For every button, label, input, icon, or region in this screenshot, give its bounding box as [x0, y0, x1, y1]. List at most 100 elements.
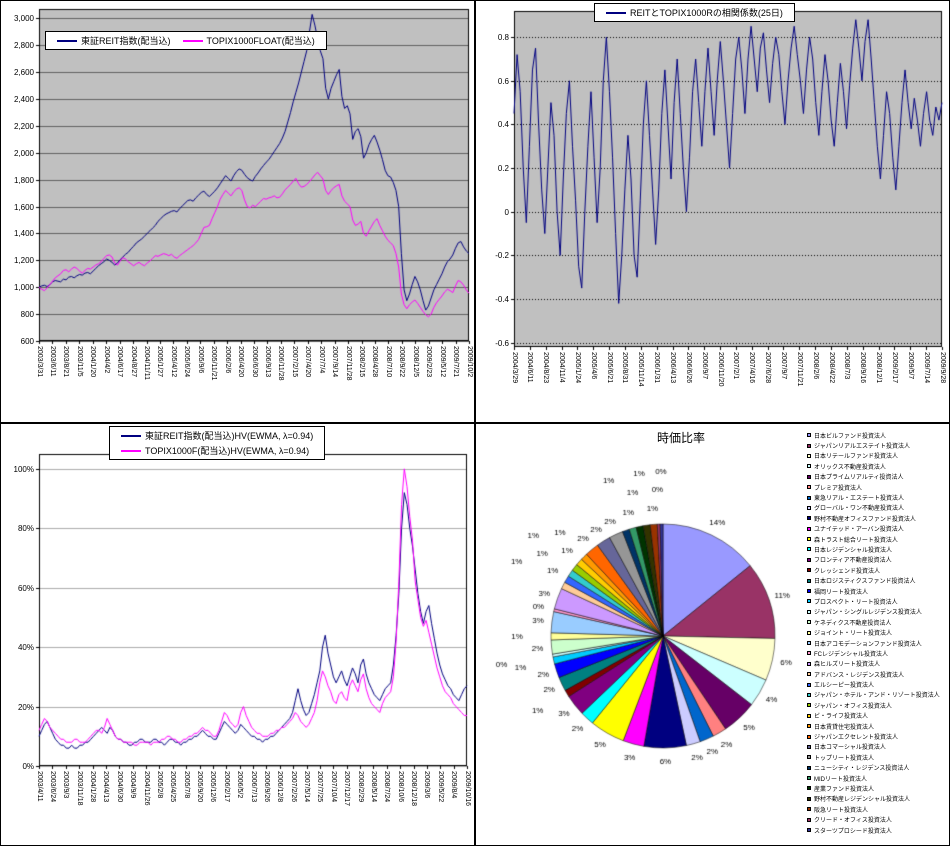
y-tick-label: 2,400 — [13, 94, 34, 104]
x-tick-label: 2005/11/21 — [210, 346, 218, 381]
x-tick-label: 2009/7/14 — [922, 352, 930, 384]
x-tick-label: 2005/6/21 — [605, 352, 613, 384]
pie-legend-item: ジョイント・リート投資法人 — [807, 627, 947, 637]
pie-legend: 日本ビルファンド投資法人 ジャパンリアルエステイト投資法人 日本リテールファンド投資… — [807, 430, 947, 835]
x-tick-label: 2009/5/22 — [436, 771, 444, 803]
x-tick-label: 2008/7/3 — [843, 352, 851, 380]
x-tick-label: 2004/6/17 — [116, 346, 124, 378]
x-tick-label: 2007/2/1 — [732, 352, 740, 380]
legend-label: 阪急リート投資法人 — [814, 807, 869, 814]
pie-legend-item: 野村不動産オフィスファンド投資法人 — [807, 513, 947, 523]
x-tick-label: 2007/12/17 — [343, 771, 351, 807]
pie-legend-item: エルシーピー投資法人 — [807, 679, 947, 689]
pie-legend-item: ニューシティ・レジデンス投資法人 — [807, 763, 947, 773]
y-tick-label: 2,600 — [13, 67, 34, 77]
pie-legend-item: 日本コマーシャル投資法人 — [807, 742, 947, 752]
pie-legend-item: 日本ビルファンド投資法人 — [807, 430, 947, 440]
y-tick-label: 800 — [20, 309, 34, 319]
pie-legend-item: ビ・ライフ投資法人 — [807, 711, 947, 721]
x-tick-label: 2008/2/29 — [356, 771, 364, 803]
y-tick-label: 80% — [17, 523, 34, 533]
y-tick-label: 2,200 — [13, 121, 34, 131]
legend-label: ケネディクス不動産投資法人 — [814, 620, 892, 627]
x-tick-label: 2009/8/4 — [450, 771, 458, 799]
x-tick-label: 2003/6/24 — [48, 771, 56, 803]
x-tick-label: 2005/9/6 — [196, 346, 204, 374]
x-tick-label: 2003/11/5 — [75, 346, 83, 377]
pie-legend-item: ジャパン・オフィス投資法人 — [807, 700, 947, 710]
legend-label: 日本ビルファンド投資法人 — [814, 433, 887, 440]
legend-label: REITとTOPIX1000Rの相関係数(25日) — [630, 8, 783, 18]
legend-swatch-icon — [807, 464, 811, 469]
x-tick-label: 2007/10/4 — [329, 771, 337, 803]
x-tick-label: 2005/8/31 — [621, 352, 629, 384]
x-tick-label: 2004/4/13 — [102, 771, 110, 803]
legend-label: 東証REIT指数(配当込)HV(EWMA, λ=0.94) — [145, 431, 314, 441]
legend-label: 福岡リート投資法人 — [814, 589, 869, 596]
legend-swatch-icon — [807, 796, 811, 801]
x-tick-label: 2003/9/3 — [62, 771, 70, 799]
x-tick-label: 2007/9/7 — [779, 352, 787, 380]
y-tick-label: 1,400 — [13, 228, 34, 238]
x-tick-label: 2008/5/14 — [369, 771, 377, 803]
y-tick-label: 1,600 — [13, 202, 34, 212]
x-tick-label: 2007/2/26 — [289, 771, 297, 803]
y-tick-label: 2,800 — [13, 40, 34, 50]
pie-legend-item: トップリート投資法人 — [807, 752, 947, 762]
legend-swatch-icon — [807, 661, 811, 666]
legend-swatch-icon — [807, 703, 811, 708]
legend-label: ジャパンエクセレント投資法人 — [814, 735, 899, 742]
x-tick-label: 2006/5/2 — [236, 771, 244, 799]
legend-swatch-icon — [807, 641, 811, 645]
legend-label: オリックス不動産投資法人 — [814, 464, 886, 471]
legend-swatch-icon — [807, 765, 811, 770]
x-tick-label: 2005/1/27 — [156, 346, 164, 378]
legend-label: プロスペクト・リート投資法人 — [814, 599, 898, 606]
legend-label: ユナイテッド・アーバン投資法人 — [814, 527, 904, 534]
pie-legend-item: MIDリート投資法人 — [807, 773, 947, 783]
x-tick-label: 2004/6/30 — [115, 771, 123, 803]
legend-line-sample — [606, 11, 626, 14]
legend-label: ジョイント・リート投資法人 — [814, 631, 893, 638]
x-tick-label: 2008/4/22 — [827, 352, 835, 384]
legend-swatch-icon — [807, 453, 811, 458]
x-tick-label: 2006/6/26 — [684, 352, 692, 384]
market-cap-pie-canvas — [476, 424, 949, 845]
legend-label: スターツプロシード投資法人 — [814, 828, 892, 835]
x-tick-label: 2004/11/11 — [143, 346, 150, 380]
legend-label: 日本ロジスティクスファンド投資法人 — [814, 579, 916, 586]
legend-swatch-icon — [807, 526, 811, 531]
x-tick-label: 2005/1/24 — [573, 352, 581, 384]
legend-swatch-icon — [807, 599, 811, 604]
y-tick-label: 100% — [13, 464, 34, 474]
legend-label: 野村不動産オフィスファンド投資法人 — [814, 516, 916, 523]
pie-legend-item: ユナイテッド・アーバン投資法人 — [807, 524, 947, 534]
pie-legend-item: 森ヒルズリート投資法人 — [807, 659, 947, 669]
x-tick-label: 2004/9/9 — [129, 771, 137, 799]
pie-legend-item: 東急リアル・エステート投資法人 — [807, 492, 947, 502]
x-tick-label: 2009/3/6 — [423, 771, 431, 799]
legend-swatch-icon — [807, 828, 811, 833]
x-tick-label: 2007/6/28 — [764, 352, 772, 384]
legend-line-sample — [57, 39, 77, 42]
pie-legend-item: ジャパン・ホテル・アンド・リゾート投資法人 — [807, 690, 947, 700]
pie-legend-item: ジャパンエクセレント投資法人 — [807, 731, 947, 741]
y-tick-label: 40% — [17, 642, 34, 652]
x-tick-label: 2005/2/8 — [155, 771, 163, 799]
legend-swatch-icon — [807, 776, 811, 781]
legend-swatch-icon — [807, 609, 811, 614]
pie-legend-item: スターツプロシード投資法人 — [807, 825, 947, 835]
correlation-legend: REITとTOPIX1000Rの相関係数(25日) — [594, 3, 795, 22]
x-tick-label: 2004/11/26 — [142, 771, 150, 806]
x-tick-label: 2009/5/7 — [906, 352, 914, 380]
legend-swatch-icon — [807, 485, 811, 490]
x-tick-label: 2009/5/12 — [438, 346, 446, 378]
legend-label: ビ・ライフ投資法人 — [814, 714, 869, 721]
x-tick-label: 2008/9/16 — [859, 352, 867, 384]
x-tick-label: 2004/4/2 — [102, 346, 110, 374]
legend-item-reit-hv: 東証REIT指数(配当込)HV(EWMA, λ=0.94) — [121, 429, 313, 442]
legend-swatch-icon — [807, 672, 811, 677]
legend-label: フロンティア不動産投資法人 — [814, 558, 892, 565]
x-tick-label: 2005/6/24 — [183, 346, 191, 378]
